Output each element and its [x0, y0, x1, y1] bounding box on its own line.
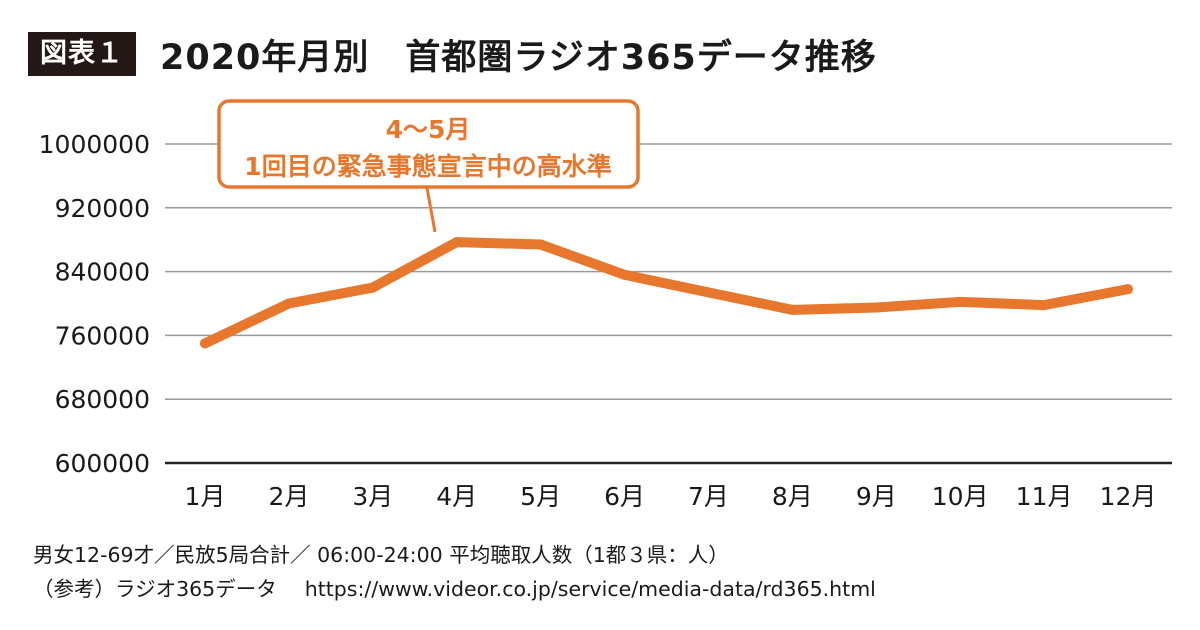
footer-source: （参考）ラジオ365データ https://www.videor.co.jp/se…: [33, 572, 876, 606]
x-tick-label: 5月: [520, 482, 561, 511]
series-line: [200, 237, 1133, 349]
chart-title: 2020年月別 首都圏ラジオ365データ推移: [160, 37, 877, 78]
x-tick-label: 6月: [604, 482, 645, 511]
data-point: [871, 302, 882, 313]
data-point: [451, 237, 462, 248]
data-point: [367, 282, 378, 293]
data-point: [703, 287, 714, 298]
annotation: 4～5月 1回目の緊急事態宣言中の高水準: [217, 99, 640, 233]
annotation-pointer: [425, 187, 437, 233]
data-point: [283, 298, 294, 309]
x-tick-label: 9月: [856, 482, 897, 511]
data-point: [955, 296, 966, 307]
chart-footer: 男女12-69才／民放5局合計／ 06:00-24:00 平均聴取人数（1都３県…: [33, 538, 876, 606]
data-point: [619, 269, 630, 280]
x-tick-label: 12月: [1100, 482, 1157, 511]
y-tick-label: 760000: [55, 321, 150, 350]
figure-label: 図表１: [28, 32, 136, 76]
y-tick-label: 840000: [55, 258, 150, 287]
x-tick-label: 10月: [932, 482, 989, 511]
annotation-box: [217, 99, 640, 189]
x-tick-label: 8月: [772, 482, 813, 511]
data-points: [200, 237, 1133, 349]
x-tick-label: 2月: [268, 482, 309, 511]
y-tick-label: 680000: [55, 385, 150, 414]
footer-note: 男女12-69才／民放5局合計／ 06:00-24:00 平均聴取人数（1都３県…: [33, 543, 729, 567]
x-tick-label: 11月: [1016, 482, 1073, 511]
x-tick-label: 4月: [436, 482, 477, 511]
data-point: [200, 338, 210, 349]
x-tick-label: 1月: [185, 482, 226, 511]
data-point: [1039, 300, 1050, 311]
data-point: [1123, 284, 1133, 295]
y-tick-label: 600000: [55, 449, 150, 478]
y-tick-label: 1000000: [39, 130, 150, 159]
data-point: [535, 239, 546, 250]
chart-header: 図表１ 2020年月別 首都圏ラジオ365データ推移: [28, 28, 877, 80]
source-url[interactable]: https://www.videor.co.jp/service/media-d…: [304, 577, 876, 601]
data-point: [787, 304, 798, 315]
x-tick-label: 3月: [352, 482, 393, 511]
source-label: （参考）ラジオ365データ: [33, 577, 277, 601]
annotation-line1: 4～5月: [386, 115, 471, 144]
annotation-line2: 1回目の緊急事態宣言中の高水準: [244, 152, 611, 181]
x-tick-label: 7月: [688, 482, 729, 511]
y-tick-label: 920000: [55, 194, 150, 223]
